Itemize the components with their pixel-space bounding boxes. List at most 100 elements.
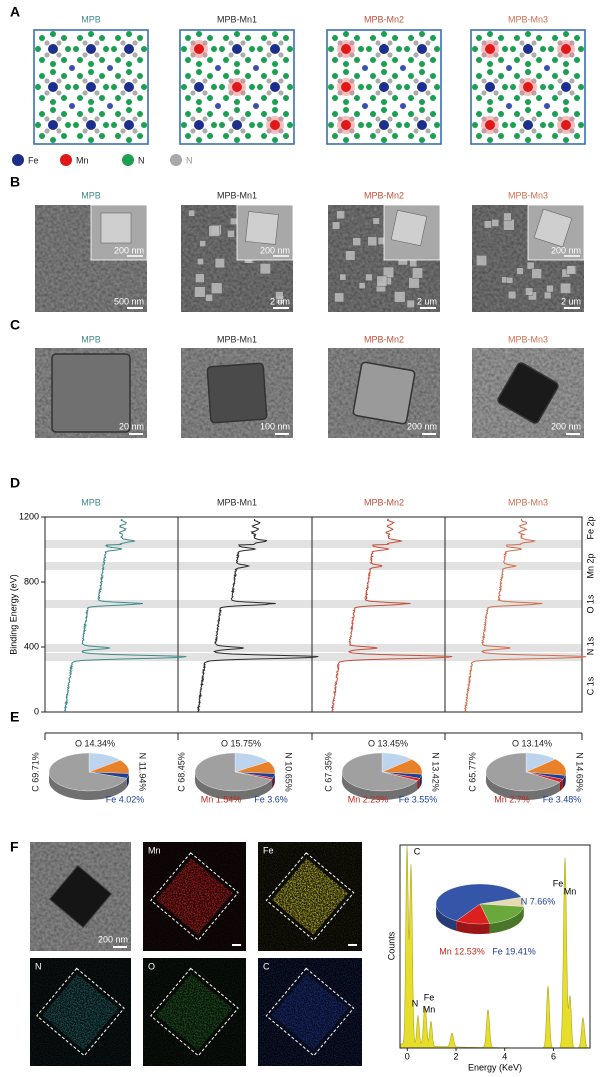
metal-atom <box>417 44 427 54</box>
sample-title: MPB-Mn2 <box>364 497 404 507</box>
c-atom <box>375 90 381 96</box>
n-atom <box>185 35 191 41</box>
n-atom <box>354 133 360 139</box>
c-atom <box>82 78 88 84</box>
n-atom <box>548 122 554 128</box>
n-atom <box>472 122 478 128</box>
n-atom <box>61 73 67 79</box>
c-atom <box>375 40 381 46</box>
y-tick-label: 1200 <box>19 511 39 521</box>
sem-particle <box>394 291 406 303</box>
n-atom <box>502 84 508 90</box>
metal-atom <box>561 82 571 92</box>
peak-label: Mn 2p <box>585 553 595 578</box>
peak-label: C 1s <box>585 676 595 695</box>
metal-atom <box>485 44 495 54</box>
n-atom <box>207 73 213 79</box>
sem-particle <box>406 299 415 308</box>
tem-cube <box>206 362 268 424</box>
n-atom <box>61 35 67 41</box>
n-atom <box>525 69 531 75</box>
n-atom <box>434 84 440 90</box>
n-atom <box>472 84 478 90</box>
n-atom <box>563 31 569 37</box>
c-atom <box>56 40 62 46</box>
n-atom <box>408 111 414 117</box>
c-atom <box>56 52 62 58</box>
n-atom <box>283 73 289 79</box>
metal-atom <box>485 120 495 130</box>
sem-particle <box>526 261 535 270</box>
n-atom <box>261 57 267 63</box>
metal-atom <box>215 65 221 71</box>
n-atom <box>141 122 147 128</box>
c-atom <box>375 52 381 58</box>
n-atom <box>50 137 56 143</box>
c-atom <box>387 116 393 122</box>
n-atom <box>381 69 387 75</box>
pie-label: Fe 3.6% <box>254 794 288 804</box>
c-atom <box>82 52 88 58</box>
map-label: C <box>263 961 270 971</box>
n-atom <box>404 122 410 128</box>
sample-title: MPB-Mn1 <box>217 334 257 344</box>
c-atom <box>531 128 537 134</box>
c-atom <box>132 90 138 96</box>
pie-slice-side <box>419 774 422 788</box>
peak-band <box>45 600 582 608</box>
sem-particle <box>506 276 514 284</box>
n-atom <box>272 69 278 75</box>
n-atom <box>366 122 372 128</box>
sem-particle <box>531 268 542 279</box>
n-atom <box>332 73 338 79</box>
metal-atom <box>86 44 96 54</box>
c-atom <box>240 40 246 46</box>
metal-atom <box>124 44 134 54</box>
n-atom <box>207 35 213 41</box>
c-atom <box>375 128 381 134</box>
panel-label: D <box>10 475 20 491</box>
c-atom <box>531 40 537 46</box>
n-atom <box>476 95 482 101</box>
metal-atom <box>341 44 351 54</box>
c-atom <box>481 78 487 84</box>
n-atom <box>88 137 94 143</box>
c-atom <box>387 90 393 96</box>
y-tick-label: 400 <box>24 641 39 651</box>
metal-atom <box>270 82 280 92</box>
n-atom <box>536 57 542 63</box>
sem-particle <box>508 290 517 300</box>
sem-particle <box>275 291 284 300</box>
sem-particle <box>345 250 356 261</box>
n-atom <box>392 95 398 101</box>
c-atom <box>375 78 381 84</box>
c-atom <box>278 52 284 58</box>
pie-label: Fe 3.55% <box>399 794 438 804</box>
n-atom <box>234 99 240 105</box>
n-atom <box>196 99 202 105</box>
n-atom <box>88 107 94 113</box>
n-atom <box>245 95 251 101</box>
c-atom <box>94 52 100 58</box>
panel-label: F <box>10 839 19 855</box>
metal-atom <box>400 103 406 109</box>
c-atom <box>531 116 537 122</box>
n-atom <box>514 57 520 63</box>
n-atom <box>381 99 387 105</box>
c-atom <box>266 52 272 58</box>
c-atom <box>413 116 419 122</box>
peak-label: Fe 2p <box>585 516 595 539</box>
sem-inset-cube <box>390 209 428 247</box>
n-atom <box>343 69 349 75</box>
n-atom <box>73 46 79 52</box>
c-atom <box>44 40 50 46</box>
n-atom <box>510 84 516 90</box>
n-atom <box>536 133 542 139</box>
pie-label: N 14.69% <box>575 752 585 792</box>
c-atom <box>82 116 88 122</box>
c-atom <box>202 116 208 122</box>
pie-label: Mn 2.7% <box>494 794 530 804</box>
n-atom <box>211 84 217 90</box>
c-atom <box>493 78 499 84</box>
